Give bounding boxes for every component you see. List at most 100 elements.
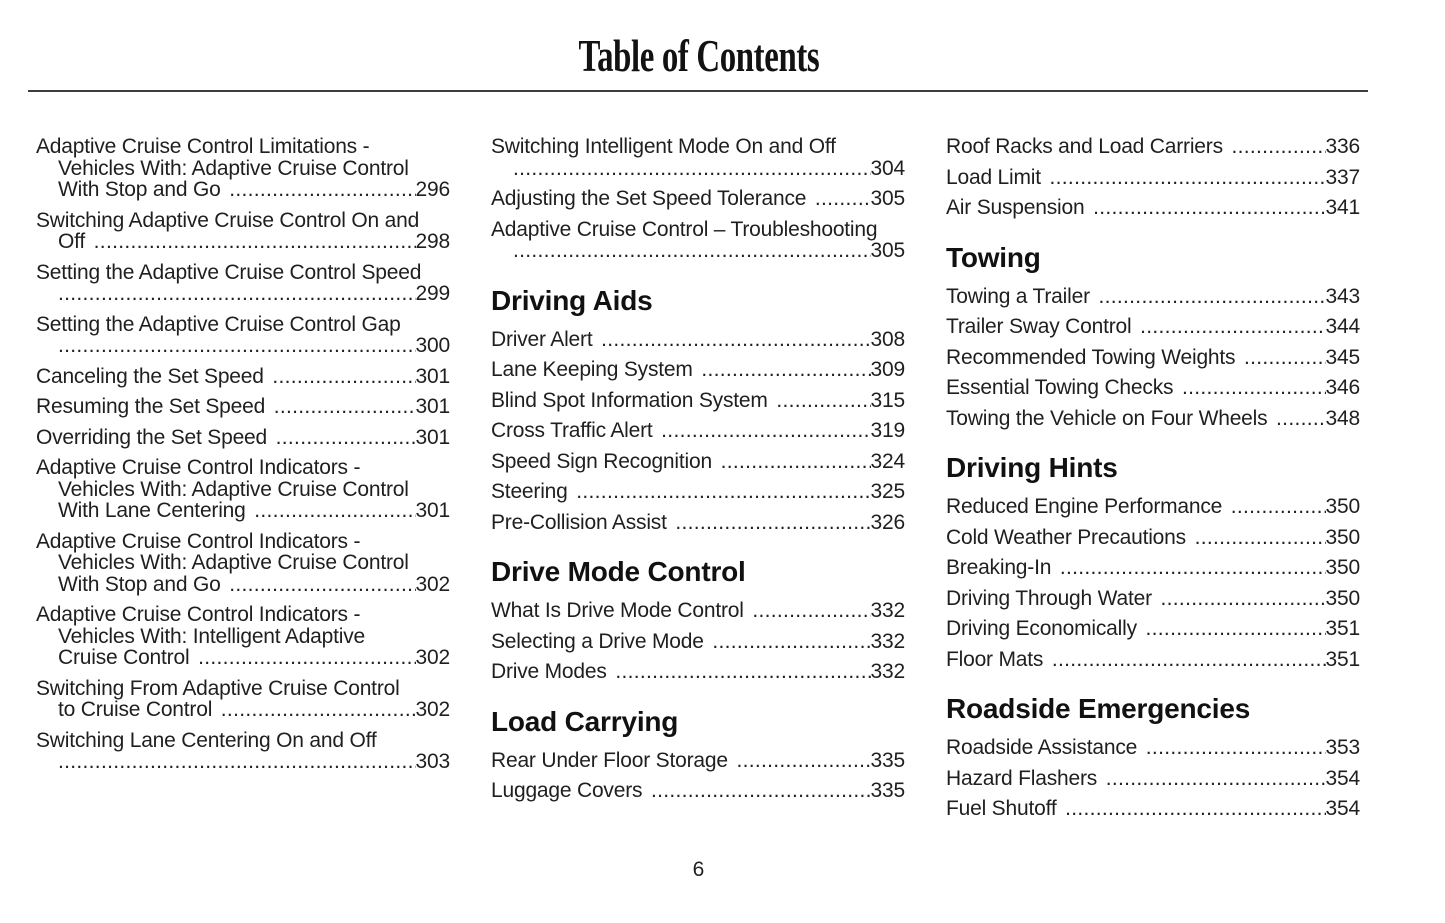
toc-entry-text-line: Adaptive Cruise Control Limitations -	[36, 135, 370, 158]
toc-entry-page-number: 319	[870, 419, 906, 442]
toc-entry[interactable]: Driving Economically 351	[946, 618, 1360, 640]
toc-entry-title: Towing a Trailer	[946, 284, 1096, 308]
dot-leader	[576, 481, 870, 503]
toc-entry[interactable]: Switching Adaptive Cruise Control On and…	[36, 208, 450, 253]
toc-entry-page-number: 350	[1325, 586, 1361, 610]
toc-entry-text-line: Switching From Adaptive Cruise Control	[36, 676, 400, 700]
toc-entry[interactable]: Switching Lane Centering On and Off 303	[36, 729, 451, 773]
toc-column-1: Adaptive Cruise Control Limitations - Veh…	[36, 136, 450, 829]
toc-entry[interactable]: Reduced Engine Performance 350	[946, 496, 1360, 518]
toc-entry[interactable]: Adaptive Cruise Control Indicators - Vehi…	[36, 604, 450, 669]
toc-entry[interactable]: Floor Mats 351	[946, 648, 1360, 671]
toc-entry[interactable]: Cross Traffic Alert 319	[491, 420, 905, 442]
toc-entry-page-number: 302	[415, 572, 451, 596]
toc-entry[interactable]: Roof Racks and Load Carriers 336	[946, 136, 1360, 158]
toc-entry[interactable]: Pre-Collision Assist 326	[491, 511, 905, 534]
toc-entry-title: Blind Spot Information System	[491, 388, 774, 412]
toc-entry-last-line: Towing a Trailer 343	[946, 284, 1360, 308]
toc-entry[interactable]: Setting the Adaptive Cruise Control Gap 3…	[36, 313, 450, 357]
toc-entry-title: Reduced Engine Performance	[946, 495, 1228, 518]
toc-entry[interactable]: Speed Sign Recognition 324	[491, 450, 905, 473]
toc-entry-title: With Stop and Go	[58, 572, 227, 596]
toc-entry-text-line: Switching Adaptive Cruise Control On and	[36, 208, 420, 232]
toc-entry-title: Load Limit	[946, 165, 1047, 189]
toc-entry[interactable]: Rear Under Floor Storage 335	[491, 749, 905, 772]
dot-leader	[1146, 737, 1326, 759]
toc-entry[interactable]: Adjusting the Set Speed Tolerance 305	[491, 188, 905, 210]
dot-leader	[712, 631, 870, 653]
toc-entry-last-line: Driver Alert 308	[491, 327, 906, 351]
dot-leader	[274, 396, 416, 418]
toc-entry[interactable]: Adaptive Cruise Control Indicators - Vehi…	[36, 457, 450, 522]
toc-entry-text-line: Adaptive Cruise Control – Troubleshootin…	[491, 217, 878, 241]
toc-entry[interactable]: Adaptive Cruise Control Limitations - Veh…	[36, 136, 450, 201]
toc-entry[interactable]: Essential Towing Checks 346	[946, 377, 1360, 399]
toc-entry[interactable]: Luggage Covers 335	[491, 780, 905, 802]
toc-entry-page-number: 336	[1325, 135, 1361, 158]
footer-page-number: 6	[692, 858, 705, 881]
toc-entry-title: Recommended Towing Weights	[946, 345, 1241, 369]
dot-leader	[701, 359, 870, 381]
toc-entry[interactable]: Hazard Flashers 354	[946, 767, 1360, 790]
toc-entry[interactable]: Steering 325	[491, 481, 905, 503]
dot-leader	[94, 231, 416, 253]
toc-entry[interactable]: Lane Keeping System 309	[491, 359, 905, 381]
toc-entry-page-number: 344	[1325, 315, 1361, 338]
toc-entry-page-number: 301	[415, 425, 451, 449]
toc-entry[interactable]: Towing the Vehicle on Four Wheels 348	[946, 406, 1360, 430]
toc-entry-last-line: Driving Economically 351	[946, 618, 1360, 640]
toc-entry-title: Adjusting the Set Speed Tolerance	[491, 187, 812, 210]
toc-entry[interactable]: Blind Spot Information System 315	[491, 388, 905, 412]
toc-entry[interactable]: Recommended Towing Weights 345	[946, 345, 1360, 369]
toc-entry-page-number: 346	[1325, 376, 1361, 399]
toc-entry-title: Driving Through Water	[946, 586, 1158, 610]
toc-entry-page-number: 308	[870, 327, 906, 351]
toc-entry-last-line: to Cruise Control 302	[36, 699, 450, 721]
toc-entry[interactable]: Overriding the Set Speed 301	[36, 425, 451, 449]
dot-leader	[1106, 768, 1326, 790]
toc-entry-last-line: Cold Weather Precautions 350	[946, 526, 1360, 549]
toc-entry[interactable]: Switching Intelligent Mode On and Off 304	[491, 136, 905, 179]
toc-entry-page-number: 303	[415, 750, 451, 773]
toc-entry-last-line: 304	[491, 157, 906, 180]
toc-entry[interactable]: Breaking-In 350	[946, 557, 1360, 579]
toc-entry[interactable]: Driver Alert 308	[491, 327, 906, 351]
toc-entry-last-line: Selecting a Drive Mode 332	[491, 630, 905, 653]
toc-entry-last-line: Reduced Engine Performance 350	[946, 496, 1360, 518]
toc-entry-last-line: Rear Under Floor Storage 335	[491, 749, 905, 772]
toc-entry[interactable]: Drive Modes 332	[491, 661, 905, 683]
dot-leader	[221, 699, 416, 721]
toc-entry[interactable]: Adaptive Cruise Control – Troubleshootin…	[491, 217, 906, 262]
toc-entry[interactable]: Load Limit 337	[946, 165, 1361, 189]
toc-entry-last-line: Driving Through Water 350	[946, 586, 1361, 610]
toc-entry[interactable]: Resuming the Set Speed 301	[36, 396, 450, 418]
toc-entry[interactable]: Cold Weather Precautions 350	[946, 526, 1360, 549]
toc-entry-title: Canceling the Set Speed	[36, 364, 270, 388]
toc-entry-page-number: 337	[1325, 165, 1361, 189]
toc-entry[interactable]: Selecting a Drive Mode 332	[491, 630, 905, 653]
toc-entry[interactable]: Setting the Adaptive Cruise Control Spee…	[36, 261, 450, 305]
toc-entry-last-line: With Stop and Go 302	[36, 572, 451, 596]
toc-entry-title: Towing the Vehicle on Four Wheels	[946, 406, 1274, 430]
toc-entry[interactable]: Canceling the Set Speed 301	[36, 364, 450, 388]
toc-entry-title: Air Suspension	[946, 196, 1091, 219]
toc-entry[interactable]: Towing a Trailer 343	[946, 284, 1360, 308]
toc-entry[interactable]: Fuel Shutoff 354	[946, 798, 1360, 820]
toc-entry-title: Cross Traffic Alert	[491, 419, 659, 442]
toc-entry[interactable]: Switching From Adaptive Cruise Control to…	[36, 676, 450, 721]
toc-entry[interactable]: Trailer Sway Control 344	[946, 316, 1360, 338]
toc-entry-title: Cruise Control	[58, 646, 196, 669]
dot-leader	[1146, 618, 1326, 640]
toc-entry-page-number: 305	[870, 239, 906, 262]
toc-entry[interactable]: Adaptive Cruise Control Indicators - Vehi…	[36, 530, 451, 596]
toc-entry[interactable]: Roadside Assistance 353	[946, 737, 1360, 759]
toc-entry[interactable]: Air Suspension 341	[946, 197, 1360, 219]
toc-entry-last-line: Essential Towing Checks 346	[946, 377, 1360, 399]
dot-leader	[752, 600, 870, 622]
toc-entry[interactable]: Driving Through Water 350	[946, 586, 1361, 610]
toc-entry-last-line: Lane Keeping System 309	[491, 359, 905, 381]
toc-entry[interactable]: What Is Drive Mode Control 332	[491, 600, 905, 622]
toc-entry-last-line: What Is Drive Mode Control 332	[491, 600, 905, 622]
toc-entry-last-line: Adjusting the Set Speed Tolerance 305	[491, 188, 905, 210]
toc-entry-page-number: 351	[1325, 617, 1361, 640]
